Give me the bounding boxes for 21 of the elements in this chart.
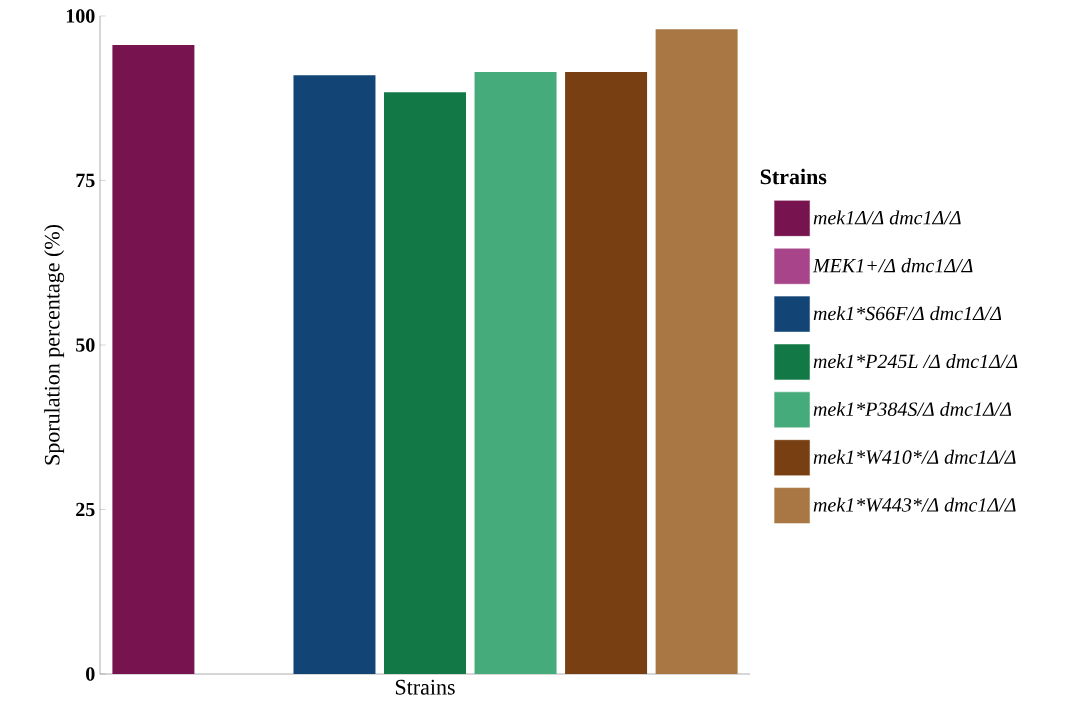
bar [655, 29, 738, 674]
y-tick-label: 25 [76, 502, 95, 517]
y-tick-label: 50 [76, 338, 95, 352]
bar [112, 44, 195, 674]
y-tick-label: 100 [66, 9, 95, 23]
legend-label: mek1*P245L /Δ dmc1Δ/Δ [813, 354, 1018, 369]
x-axis-title: Strains [395, 679, 455, 695]
legend-label: mek1Δ/Δ dmc1Δ/Δ [813, 210, 961, 225]
legend-label: mek1*S66F/Δ dmc1Δ/Δ [813, 306, 1002, 321]
legend-title: Strains [760, 168, 827, 185]
bar [384, 92, 467, 674]
bar [293, 75, 376, 674]
legend-label: MEK1+/Δ dmc1Δ/Δ [812, 258, 973, 273]
y-tick-label: 75 [76, 173, 95, 188]
y-axis-title: Sporulation percentage (%) [44, 224, 65, 465]
legend-label: mek1*W443*/Δ dmc1Δ/Δ [813, 497, 1016, 512]
bar [565, 71, 648, 674]
legend-label: mek1*P384S/Δ dmc1Δ/Δ [813, 401, 1012, 416]
legend-label: mek1*W410*/Δ dmc1Δ/Δ [813, 449, 1016, 464]
y-tick-label: 0 [86, 667, 95, 681]
bar [474, 71, 557, 674]
